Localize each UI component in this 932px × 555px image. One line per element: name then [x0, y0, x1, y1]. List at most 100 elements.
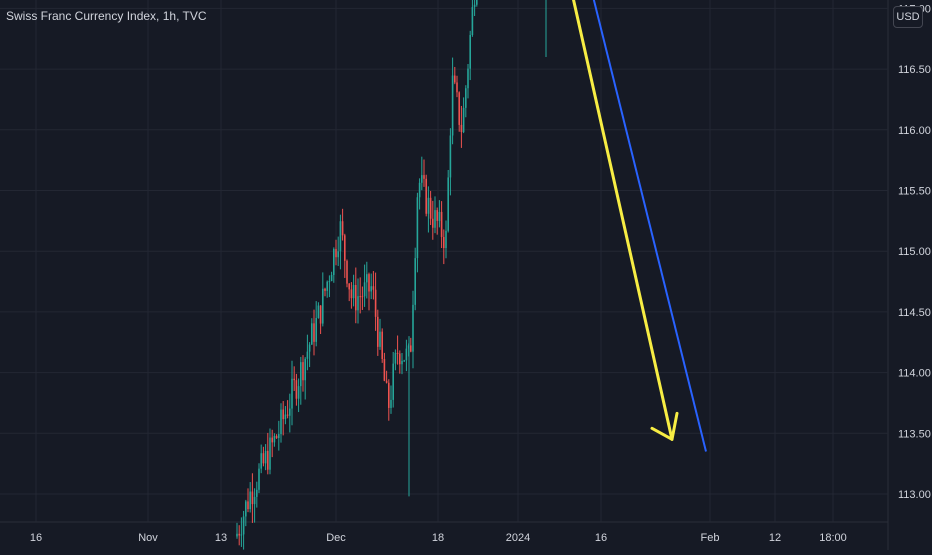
candle-body [346, 260, 348, 284]
candle-body [258, 468, 260, 490]
candle-body [416, 197, 419, 259]
candle-body [361, 296, 364, 298]
y-tick-label: 116.50 [898, 64, 931, 76]
candle-body [440, 211, 443, 238]
candle-body [388, 382, 390, 408]
candle-body [447, 177, 449, 231]
candle-body [465, 88, 467, 108]
candle-body [324, 288, 326, 291]
candle-body [454, 75, 456, 83]
y-tick-label: 116.00 [898, 125, 931, 137]
candle-body [421, 175, 423, 183]
x-tick-label: 16 [30, 532, 42, 544]
candle-body [423, 175, 425, 179]
candle-body [240, 534, 243, 536]
chart-title: Swiss Franc Currency Index, 1h, TVC [6, 9, 207, 23]
candle-body [396, 352, 399, 354]
candle-body [368, 274, 370, 292]
candle-body [348, 283, 350, 290]
candle-body [390, 399, 392, 408]
candle-body [271, 437, 273, 443]
candle-body [359, 296, 361, 298]
candle-body [370, 286, 372, 292]
candle-body [295, 380, 298, 399]
candle-body [355, 284, 357, 311]
y-tick-label: 114.50 [898, 307, 931, 319]
candle-body [330, 274, 333, 282]
candle-body [429, 197, 432, 219]
candle-body [251, 491, 254, 505]
candle-body [300, 362, 302, 387]
candle-body [401, 360, 403, 365]
candle-body [456, 82, 458, 93]
y-tick-label: 113.00 [898, 489, 931, 501]
candle-body [392, 363, 394, 400]
candle-body [236, 533, 238, 537]
candle-body [326, 281, 328, 291]
candle-body [284, 414, 287, 420]
x-tick-label: Feb [701, 532, 720, 544]
candle-body [291, 378, 293, 409]
candle-body [269, 437, 271, 470]
candle-body [245, 501, 247, 517]
x-tick-label: 18:00 [819, 532, 847, 544]
x-tick-label: 13 [215, 532, 227, 544]
candle-body [434, 210, 436, 228]
currency-button[interactable]: USD [893, 6, 923, 28]
candle-body [260, 453, 262, 469]
candle-body [366, 274, 368, 283]
candle-body [267, 450, 269, 470]
x-tick-label: 2024 [506, 532, 530, 544]
candle-body [385, 380, 388, 383]
candle-body [467, 68, 469, 89]
candle-body [242, 516, 245, 535]
candle-body [322, 288, 324, 324]
x-tick-label: 16 [595, 532, 607, 544]
trendline[interactable] [501, 0, 707, 452]
candle-body [317, 305, 320, 318]
candle-body [473, 4, 476, 8]
candle-body [462, 107, 465, 133]
candle-body [412, 304, 414, 352]
candle-body [256, 489, 258, 497]
candle-body [374, 289, 377, 317]
candle-body [377, 316, 379, 347]
x-tick-label: 18 [432, 532, 444, 544]
candle-body [383, 358, 386, 381]
candle-body [381, 331, 383, 359]
candle-body [418, 182, 421, 198]
candle-body [403, 360, 405, 362]
candle-body [357, 296, 359, 311]
candle-body [339, 221, 342, 252]
candle-body [282, 409, 284, 420]
candle-body [308, 344, 311, 352]
candle-body [247, 501, 249, 510]
candle-body [427, 197, 430, 214]
candle-body [469, 35, 471, 69]
candle-body [306, 351, 309, 359]
candle-body [344, 235, 346, 261]
candle-body [304, 358, 306, 381]
candle-body [319, 305, 322, 324]
candle-body [264, 450, 267, 464]
candle-body [438, 211, 441, 221]
candle-body [302, 362, 304, 381]
candle-body [335, 249, 337, 258]
candle-body [425, 178, 427, 214]
y-tick-label: 115.50 [898, 186, 931, 198]
arrow-head [650, 411, 679, 441]
candle-body [432, 218, 434, 228]
candle-body [249, 491, 251, 510]
candle-body [278, 434, 280, 439]
candle-body [350, 289, 353, 299]
candle-body [451, 75, 454, 136]
candle-body [471, 7, 474, 36]
y-tick-label: 114.00 [898, 368, 931, 380]
candle-body [399, 353, 401, 365]
candle-body [458, 92, 460, 125]
candle-body [238, 533, 240, 536]
candle-body [328, 281, 331, 283]
arrow-line[interactable] [570, 0, 674, 441]
